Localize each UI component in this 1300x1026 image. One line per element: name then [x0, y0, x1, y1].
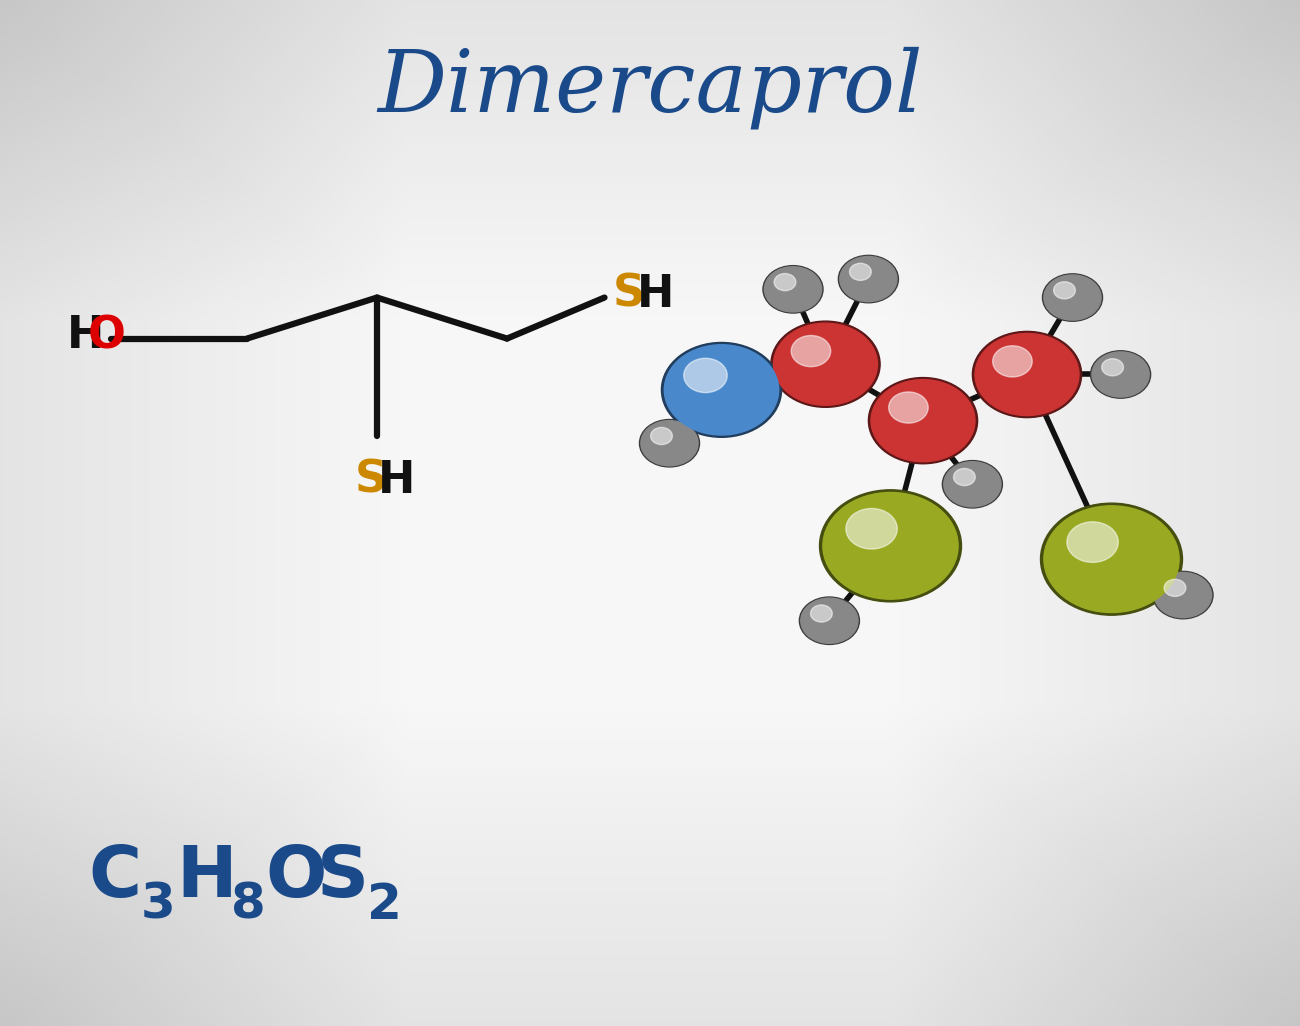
- Circle shape: [1040, 503, 1183, 616]
- Text: 3: 3: [140, 881, 176, 929]
- Circle shape: [953, 469, 975, 485]
- Circle shape: [763, 266, 823, 313]
- Circle shape: [942, 461, 1002, 508]
- Circle shape: [810, 605, 832, 622]
- Text: Dimercaprol: Dimercaprol: [377, 46, 923, 128]
- Text: H: H: [378, 459, 415, 502]
- Circle shape: [1053, 282, 1075, 299]
- Text: O: O: [88, 314, 126, 357]
- Circle shape: [792, 336, 831, 366]
- Circle shape: [640, 420, 699, 467]
- Circle shape: [774, 323, 878, 405]
- Text: H: H: [637, 273, 675, 316]
- Circle shape: [1153, 571, 1213, 619]
- Circle shape: [1154, 573, 1212, 618]
- Circle shape: [801, 598, 858, 643]
- Text: O: O: [265, 842, 326, 912]
- Text: H: H: [177, 842, 238, 912]
- Text: S: S: [355, 459, 386, 502]
- Circle shape: [868, 378, 978, 464]
- Circle shape: [764, 267, 822, 312]
- Circle shape: [838, 255, 898, 303]
- Circle shape: [846, 509, 897, 549]
- Circle shape: [840, 256, 897, 302]
- Circle shape: [1101, 359, 1123, 376]
- Text: C: C: [88, 842, 142, 912]
- Circle shape: [944, 462, 1001, 507]
- Circle shape: [871, 380, 975, 462]
- Circle shape: [889, 392, 928, 423]
- Circle shape: [819, 489, 962, 602]
- Circle shape: [823, 492, 958, 599]
- Circle shape: [1044, 506, 1179, 613]
- Circle shape: [993, 346, 1032, 377]
- Circle shape: [1067, 522, 1118, 562]
- Text: H: H: [66, 314, 104, 357]
- Circle shape: [1044, 275, 1101, 320]
- Circle shape: [849, 264, 871, 280]
- Circle shape: [684, 358, 727, 393]
- Circle shape: [650, 428, 672, 444]
- Circle shape: [975, 333, 1079, 416]
- Circle shape: [1091, 351, 1150, 398]
- Circle shape: [1092, 352, 1149, 397]
- Circle shape: [771, 321, 880, 407]
- Circle shape: [1164, 580, 1186, 596]
- Text: 8: 8: [231, 881, 266, 929]
- Text: 2: 2: [367, 881, 402, 929]
- Circle shape: [774, 274, 796, 290]
- Circle shape: [1043, 274, 1102, 321]
- Circle shape: [641, 421, 698, 466]
- Text: S: S: [317, 842, 369, 912]
- Text: S: S: [612, 273, 645, 316]
- Circle shape: [664, 345, 779, 435]
- Circle shape: [662, 343, 781, 437]
- Circle shape: [972, 331, 1082, 418]
- Circle shape: [800, 597, 859, 644]
